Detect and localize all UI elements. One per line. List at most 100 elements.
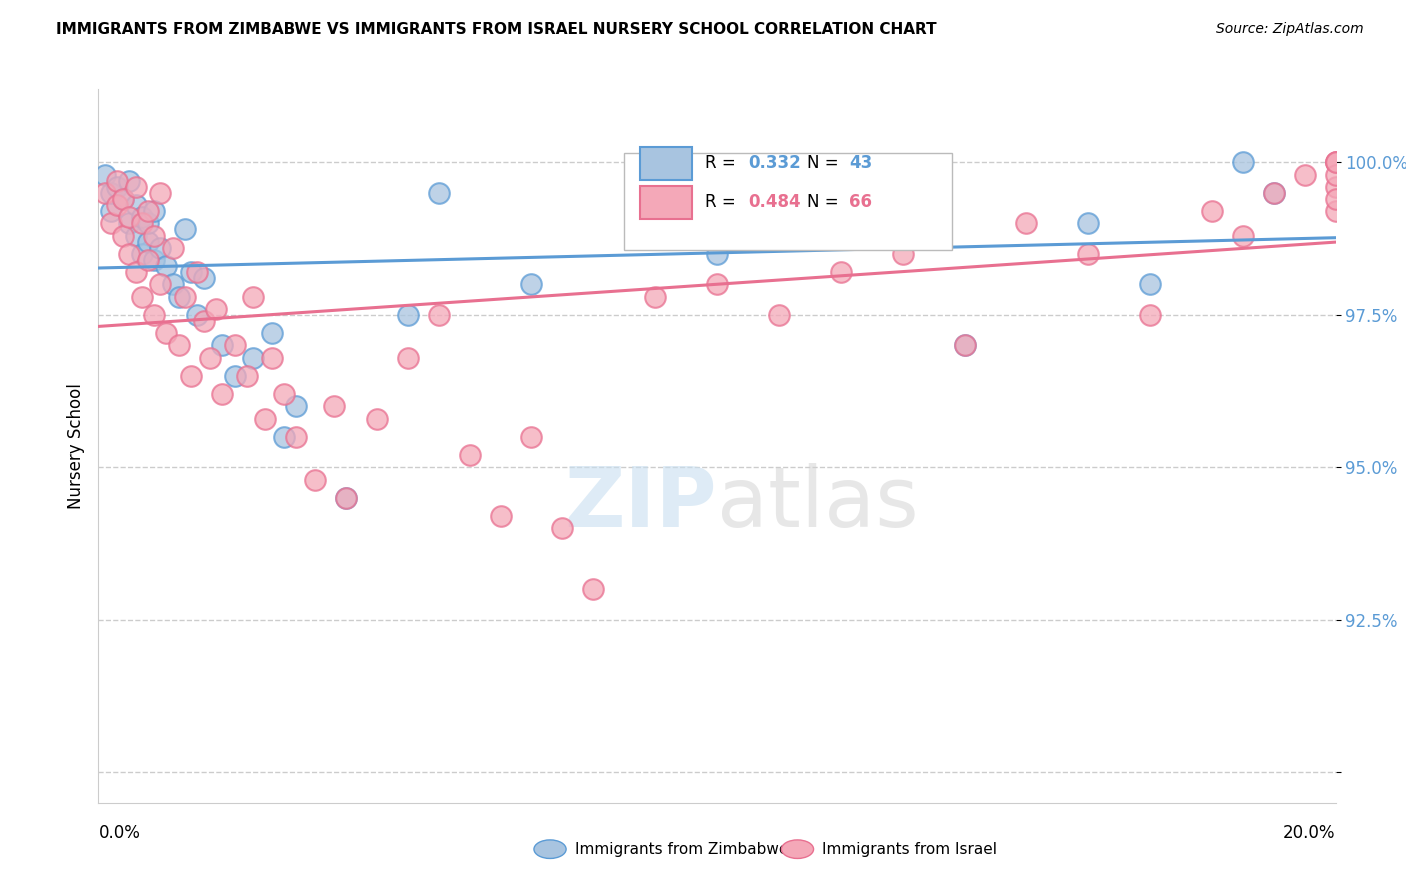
Text: ZIP: ZIP bbox=[565, 463, 717, 543]
Point bbox=[143, 252, 166, 267]
Point bbox=[131, 211, 153, 225]
Point bbox=[112, 192, 135, 206]
Point bbox=[198, 351, 221, 365]
Point bbox=[149, 241, 172, 255]
Point bbox=[93, 186, 115, 200]
Point bbox=[118, 174, 141, 188]
Point bbox=[100, 204, 122, 219]
Point bbox=[366, 411, 388, 425]
Point bbox=[155, 326, 177, 341]
Text: 66: 66 bbox=[849, 193, 873, 211]
Point bbox=[644, 289, 666, 303]
Point bbox=[143, 228, 166, 243]
Point bbox=[1077, 247, 1099, 261]
Text: 0.332: 0.332 bbox=[748, 153, 801, 171]
Point bbox=[1324, 204, 1347, 219]
Point bbox=[93, 168, 115, 182]
Point bbox=[458, 448, 481, 462]
Point bbox=[644, 168, 666, 182]
Point bbox=[1201, 204, 1223, 219]
Point bbox=[1263, 186, 1285, 200]
Text: atlas: atlas bbox=[717, 463, 918, 543]
Point bbox=[167, 289, 190, 303]
Point bbox=[124, 179, 146, 194]
Text: N =: N = bbox=[807, 153, 844, 171]
Point bbox=[211, 387, 233, 401]
Point bbox=[242, 351, 264, 365]
Point bbox=[1324, 155, 1347, 169]
Point bbox=[149, 277, 172, 292]
Point bbox=[891, 186, 914, 200]
Point bbox=[260, 351, 283, 365]
Point bbox=[1077, 216, 1099, 230]
FancyBboxPatch shape bbox=[624, 153, 952, 250]
Text: R =: R = bbox=[704, 153, 741, 171]
Point bbox=[520, 277, 543, 292]
Point bbox=[193, 271, 215, 285]
Point bbox=[1015, 216, 1038, 230]
Point bbox=[273, 430, 295, 444]
Point bbox=[162, 241, 184, 255]
Point bbox=[396, 351, 419, 365]
Point bbox=[1324, 168, 1347, 182]
Point bbox=[285, 430, 308, 444]
Circle shape bbox=[534, 840, 567, 858]
FancyBboxPatch shape bbox=[640, 147, 692, 180]
Text: Immigrants from Israel: Immigrants from Israel bbox=[823, 842, 997, 856]
Point bbox=[131, 216, 153, 230]
Point bbox=[131, 289, 153, 303]
Point bbox=[124, 265, 146, 279]
Point bbox=[143, 308, 166, 322]
Point bbox=[1139, 308, 1161, 322]
Point bbox=[118, 216, 141, 230]
Point bbox=[1232, 228, 1254, 243]
Point bbox=[112, 228, 135, 243]
Point bbox=[149, 186, 172, 200]
Point bbox=[143, 204, 166, 219]
Point bbox=[254, 411, 277, 425]
Point bbox=[582, 582, 605, 597]
Point bbox=[136, 216, 159, 230]
Point bbox=[1232, 155, 1254, 169]
Point bbox=[768, 204, 790, 219]
Point bbox=[706, 247, 728, 261]
Text: IMMIGRANTS FROM ZIMBABWE VS IMMIGRANTS FROM ISRAEL NURSERY SCHOOL CORRELATION CH: IMMIGRANTS FROM ZIMBABWE VS IMMIGRANTS F… bbox=[56, 22, 936, 37]
Point bbox=[174, 222, 197, 236]
Point bbox=[118, 211, 141, 225]
Point bbox=[180, 368, 202, 383]
Point bbox=[136, 235, 159, 249]
Point bbox=[427, 186, 450, 200]
Text: R =: R = bbox=[704, 193, 741, 211]
Point bbox=[186, 308, 208, 322]
Point bbox=[105, 179, 128, 194]
Point bbox=[830, 228, 852, 243]
Point bbox=[335, 491, 357, 505]
Point bbox=[100, 216, 122, 230]
Point bbox=[768, 308, 790, 322]
Point bbox=[193, 314, 215, 328]
Point bbox=[136, 252, 159, 267]
Text: 43: 43 bbox=[849, 153, 873, 171]
Point bbox=[1139, 277, 1161, 292]
Point bbox=[211, 338, 233, 352]
Point bbox=[830, 265, 852, 279]
Text: Source: ZipAtlas.com: Source: ZipAtlas.com bbox=[1216, 22, 1364, 37]
Circle shape bbox=[782, 840, 814, 858]
Point bbox=[489, 509, 512, 524]
Point bbox=[100, 186, 122, 200]
Point bbox=[205, 301, 228, 316]
Y-axis label: Nursery School: Nursery School bbox=[66, 383, 84, 509]
Point bbox=[124, 198, 146, 212]
Point bbox=[427, 308, 450, 322]
Point bbox=[131, 247, 153, 261]
Point bbox=[155, 259, 177, 273]
Point bbox=[273, 387, 295, 401]
Point bbox=[520, 430, 543, 444]
Point bbox=[322, 400, 344, 414]
Point bbox=[186, 265, 208, 279]
Point bbox=[1324, 155, 1347, 169]
Point bbox=[304, 473, 326, 487]
Point bbox=[1294, 168, 1316, 182]
Point bbox=[891, 247, 914, 261]
Point bbox=[953, 338, 976, 352]
